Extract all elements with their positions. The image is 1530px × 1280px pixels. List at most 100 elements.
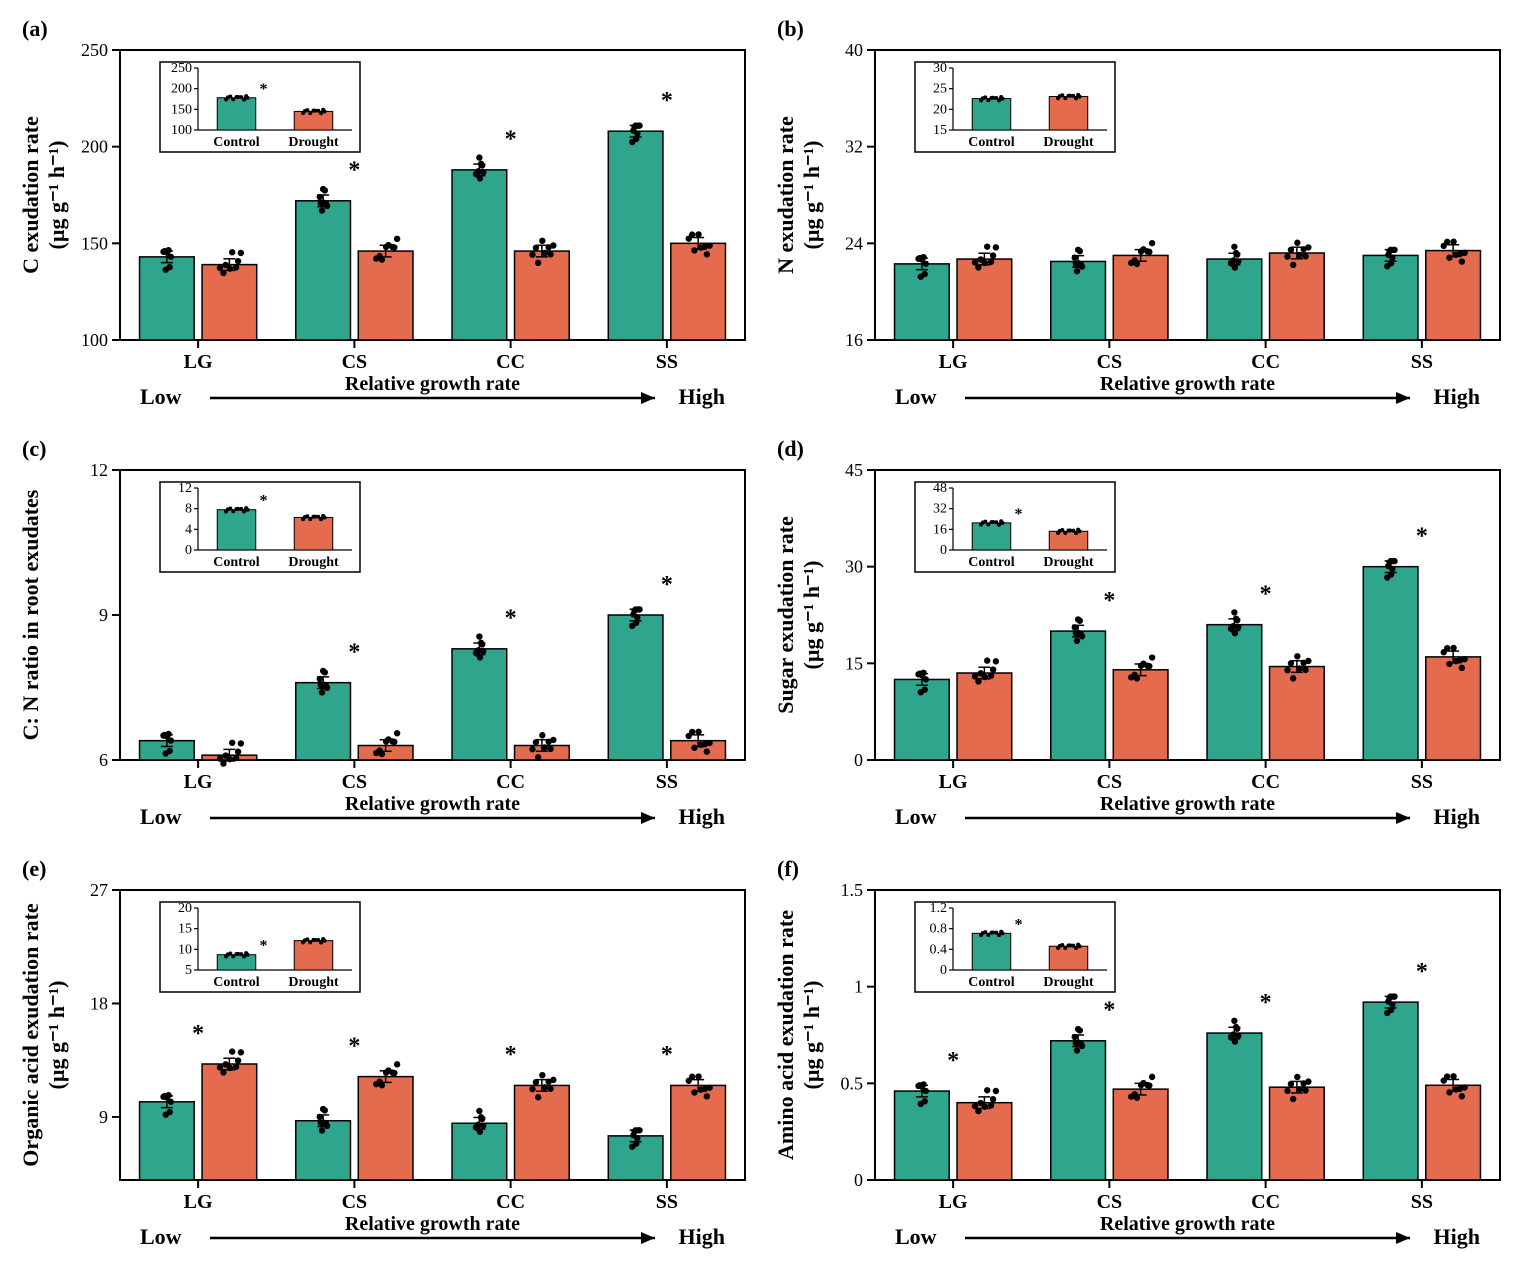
svg-text:Relative growth rate: Relative growth rate [1100, 793, 1275, 815]
svg-text:150: 150 [171, 102, 192, 117]
svg-text:CS: CS [1097, 351, 1123, 373]
svg-text:LG: LG [184, 771, 213, 793]
svg-text:(a): (a) [22, 16, 48, 41]
svg-text:Control: Control [968, 555, 1015, 570]
svg-text:30: 30 [933, 61, 947, 76]
svg-text:LG: LG [939, 1191, 968, 1213]
panel-e: 91827Organic acid exudation rate(µg g⁻¹ … [10, 850, 765, 1270]
svg-text:LG: LG [184, 351, 213, 373]
svg-text:0: 0 [940, 963, 947, 978]
svg-text:10: 10 [178, 942, 192, 957]
bar-drought [957, 259, 1012, 340]
svg-text:100: 100 [81, 330, 108, 350]
svg-text:*: * [259, 81, 267, 98]
svg-text:30: 30 [845, 557, 863, 577]
bar-drought [202, 265, 257, 340]
svg-text:0.8: 0.8 [930, 922, 948, 937]
svg-text:CS: CS [1097, 771, 1123, 793]
panel-c: 6912C: N ratio in root exudatesLG*CS*CC*… [10, 430, 765, 850]
svg-text:High: High [679, 384, 725, 409]
svg-text:32: 32 [845, 137, 863, 157]
svg-text:*: * [661, 1042, 673, 1068]
svg-text:8: 8 [185, 502, 192, 517]
bar-control [1051, 1041, 1106, 1180]
bar-drought [957, 673, 1012, 760]
svg-text:C exudation rate: C exudation rate [18, 116, 43, 274]
svg-text:SS: SS [656, 1191, 678, 1213]
svg-text:0.5: 0.5 [841, 1073, 864, 1093]
svg-text:Relative growth rate: Relative growth rate [345, 373, 520, 395]
svg-text:CC: CC [1251, 771, 1280, 793]
bar-drought [1270, 253, 1325, 340]
bar-drought [1426, 657, 1481, 760]
bar-drought [957, 1103, 1012, 1180]
svg-text:100: 100 [171, 123, 192, 138]
svg-text:18: 18 [90, 993, 108, 1013]
svg-text:SS: SS [656, 351, 678, 373]
svg-text:Relative growth rate: Relative growth rate [345, 793, 520, 815]
svg-text:(b): (b) [777, 16, 804, 41]
svg-text:1.5: 1.5 [841, 880, 864, 900]
svg-text:*: * [259, 938, 267, 955]
svg-text:Sugar exudation rate: Sugar exudation rate [773, 516, 798, 714]
bar-control [452, 170, 507, 340]
bar-drought [1426, 251, 1481, 340]
svg-text:250: 250 [81, 40, 108, 60]
svg-text:0: 0 [185, 543, 192, 558]
svg-text:*: * [1103, 588, 1115, 614]
bar-drought [1113, 670, 1168, 760]
svg-text:5: 5 [185, 963, 192, 978]
bar-control [1051, 631, 1106, 760]
svg-text:9: 9 [99, 605, 108, 625]
bar-control [1363, 567, 1418, 760]
bar-drought [671, 1085, 726, 1180]
svg-text:*: * [192, 1021, 204, 1047]
svg-text:*: * [259, 493, 267, 510]
svg-text:Low: Low [895, 384, 937, 409]
svg-text:4: 4 [185, 522, 192, 537]
svg-text:Amino acid exudation rate: Amino acid exudation rate [773, 910, 798, 1160]
svg-text:20: 20 [178, 901, 192, 916]
svg-text:CC: CC [496, 771, 525, 793]
svg-text:Drought: Drought [1043, 975, 1094, 990]
svg-text:45: 45 [845, 460, 863, 480]
svg-text:(d): (d) [777, 436, 804, 461]
svg-text:Organic acid exudation rate: Organic acid exudation rate [18, 903, 43, 1167]
bar-drought [1426, 1085, 1481, 1180]
bar-control [1207, 625, 1262, 760]
svg-text:16: 16 [933, 522, 947, 537]
svg-text:CS: CS [342, 351, 368, 373]
svg-text:Low: Low [895, 804, 937, 829]
svg-text:*: * [1260, 581, 1272, 607]
svg-text:N exudation rate: N exudation rate [773, 116, 798, 274]
svg-text:SS: SS [1411, 771, 1433, 793]
svg-text:Low: Low [140, 1224, 182, 1249]
svg-text:LG: LG [184, 1191, 213, 1213]
svg-text:200: 200 [81, 137, 108, 157]
bar-drought [1113, 255, 1168, 340]
svg-text:15: 15 [178, 922, 192, 937]
svg-text:*: * [1416, 523, 1428, 549]
svg-text:*: * [348, 158, 360, 184]
svg-text:(e): (e) [22, 856, 46, 881]
svg-text:CS: CS [342, 771, 368, 793]
svg-text:(µg g⁻¹ h⁻¹): (µg g⁻¹ h⁻¹) [799, 981, 824, 1090]
svg-text:12: 12 [90, 460, 108, 480]
svg-text:(µg g⁻¹ h⁻¹): (µg g⁻¹ h⁻¹) [799, 561, 824, 670]
svg-text:CS: CS [1097, 1191, 1123, 1213]
svg-text:1.2: 1.2 [930, 901, 948, 916]
svg-text:0: 0 [854, 1170, 863, 1190]
svg-text:High: High [1434, 1224, 1480, 1249]
svg-text:Low: Low [895, 1224, 937, 1249]
bar-drought [515, 1085, 570, 1180]
svg-text:*: * [661, 88, 673, 114]
svg-text:Relative growth rate: Relative growth rate [1100, 1213, 1275, 1235]
svg-text:SS: SS [1411, 351, 1433, 373]
svg-text:*: * [1260, 990, 1272, 1016]
bar-drought [1270, 667, 1325, 760]
svg-text:Control: Control [213, 975, 260, 990]
svg-text:32: 32 [933, 502, 947, 517]
svg-text:*: * [1416, 959, 1428, 985]
svg-text:15: 15 [845, 653, 863, 673]
svg-text:0: 0 [854, 750, 863, 770]
